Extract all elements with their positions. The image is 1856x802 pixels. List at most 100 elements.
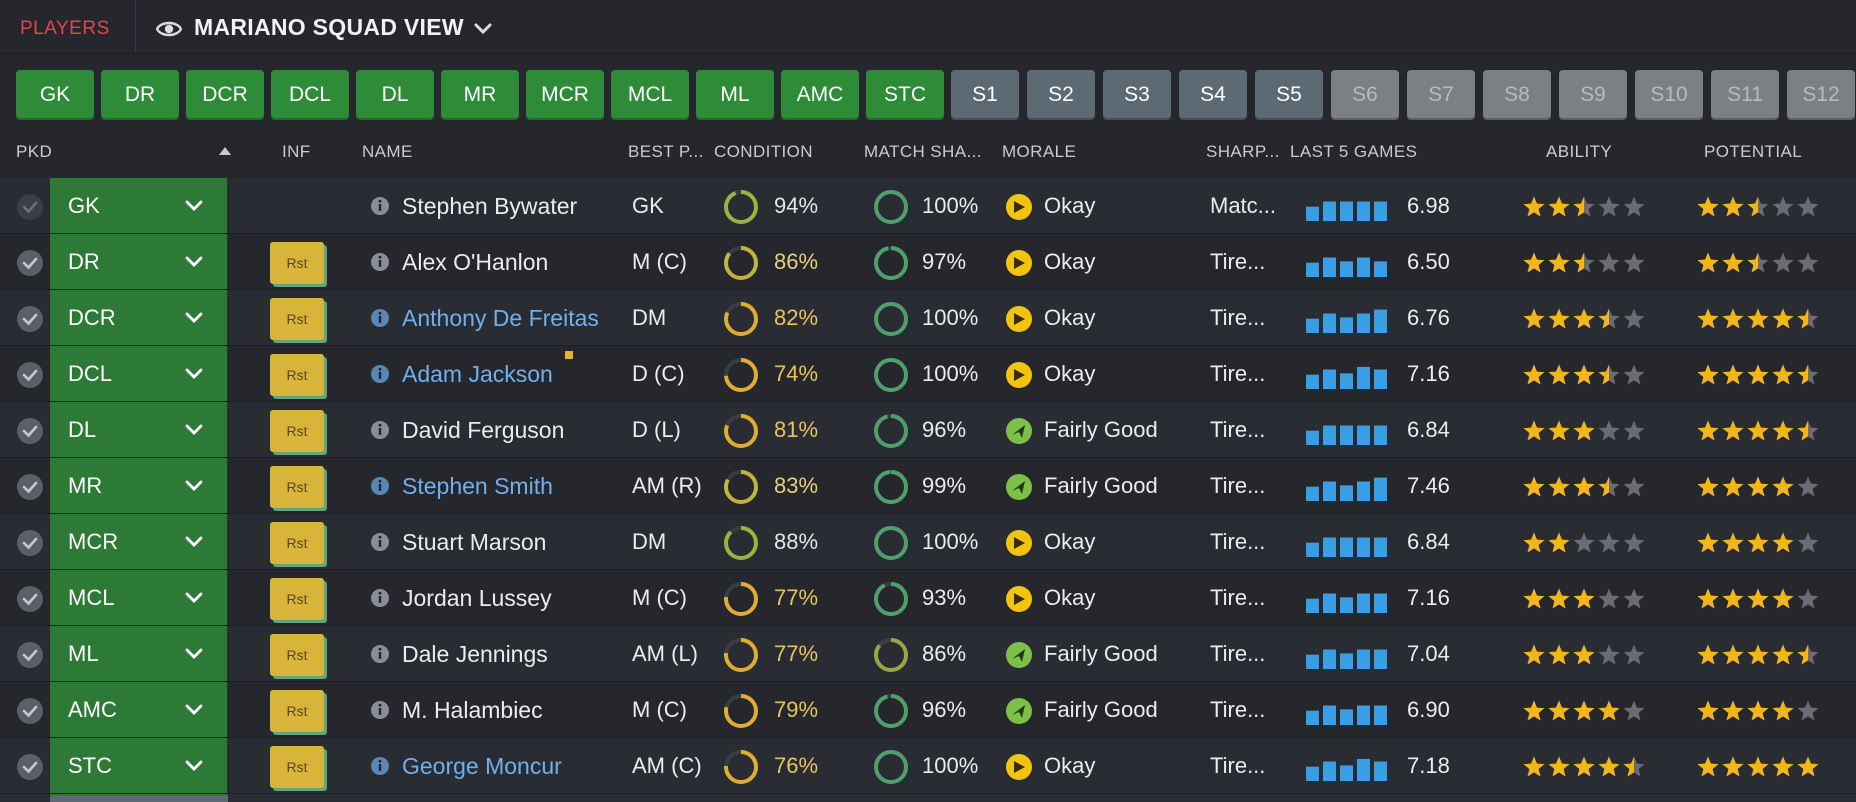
info-icon[interactable] xyxy=(370,196,390,216)
position-button-mcr[interactable]: MCR xyxy=(526,70,604,120)
position-button-s4[interactable]: S4 xyxy=(1179,70,1247,120)
picked-check-icon[interactable] xyxy=(16,529,44,557)
table-row[interactable]: DL Rst David Ferguson D (L) 81% 96% Fairly Goo… xyxy=(0,402,1856,458)
chevron-down-icon[interactable] xyxy=(182,252,206,272)
chevron-down-icon[interactable] xyxy=(182,700,206,720)
position-button-dl[interactable]: DL xyxy=(356,70,434,120)
col-ability[interactable]: ABILITY xyxy=(1546,142,1613,161)
section-label[interactable]: PLAYERS xyxy=(20,18,110,39)
position-button-stc[interactable]: STC xyxy=(866,70,944,120)
chevron-down-icon[interactable] xyxy=(182,476,206,496)
position-dropdown[interactable]: MCR xyxy=(50,514,228,569)
position-button-s10[interactable]: S10 xyxy=(1635,70,1703,120)
position-dropdown[interactable]: ML xyxy=(50,626,228,681)
info-icon[interactable] xyxy=(370,364,390,384)
player-name[interactable]: Stephen Bywater xyxy=(402,193,578,219)
position-button-s1[interactable]: S1 xyxy=(951,70,1019,120)
table-row[interactable]: ML Rst Dale Jennings AM (L) 77% 86% Fairly Goo… xyxy=(0,626,1856,682)
picked-check-icon[interactable] xyxy=(16,361,44,389)
table-row[interactable]: MR Rst Stephen Smith AM (R) 83% 99% Fairly Goo… xyxy=(0,458,1856,514)
player-name[interactable]: David Ferguson xyxy=(402,417,565,443)
chevron-down-icon[interactable] xyxy=(182,756,206,776)
player-name[interactable]: George Moncur xyxy=(402,753,562,779)
col-inf[interactable]: INF xyxy=(282,142,311,161)
eye-icon[interactable] xyxy=(156,18,182,40)
chevron-down-icon[interactable] xyxy=(182,644,206,664)
col-name[interactable]: NAME xyxy=(362,142,413,161)
rest-badge[interactable]: Rst xyxy=(270,298,324,340)
rest-badge[interactable]: Rst xyxy=(270,634,324,676)
position-button-s12[interactable]: S12 xyxy=(1787,70,1855,120)
info-icon[interactable] xyxy=(370,420,390,440)
position-dropdown[interactable]: DR xyxy=(50,234,228,289)
player-name[interactable]: Adam Jackson xyxy=(402,361,553,387)
info-icon[interactable] xyxy=(370,588,390,608)
col-morale[interactable]: MORALE xyxy=(1002,142,1077,161)
position-button-s3[interactable]: S3 xyxy=(1103,70,1171,120)
chevron-down-icon[interactable] xyxy=(182,196,206,216)
picked-check-icon[interactable] xyxy=(16,753,44,781)
player-name[interactable]: Anthony De Freitas xyxy=(402,305,599,331)
rest-badge[interactable]: Rst xyxy=(270,410,324,452)
picked-check-icon[interactable] xyxy=(16,417,44,445)
rest-badge[interactable]: Rst xyxy=(270,354,324,396)
rest-badge[interactable]: Rst xyxy=(270,242,324,284)
player-name[interactable]: Dale Jennings xyxy=(402,641,548,667)
picked-check-icon[interactable] xyxy=(16,473,44,501)
rest-badge[interactable]: Rst xyxy=(270,466,324,508)
table-row[interactable]: MCL Rst Jordan Lussey M (C) 77% 93% Okay Tire..… xyxy=(0,570,1856,626)
player-name[interactable]: Jordan Lussey xyxy=(402,585,552,611)
info-icon[interactable] xyxy=(370,644,390,664)
position-dropdown[interactable]: DCL xyxy=(50,346,228,401)
chevron-down-icon[interactable] xyxy=(182,308,206,328)
col-sharpness[interactable]: SHARP... xyxy=(1206,142,1280,161)
info-icon[interactable] xyxy=(370,700,390,720)
info-icon[interactable] xyxy=(370,756,390,776)
position-button-s8[interactable]: S8 xyxy=(1483,70,1551,120)
table-row[interactable]: DR Rst Alex O'Hanlon M (C) 86% 97% Okay Tire...… xyxy=(0,234,1856,290)
rest-badge[interactable]: Rst xyxy=(270,522,324,564)
table-row[interactable]: GK Stephen Bywater GK 94% 100% Okay Matc... 6.9… xyxy=(0,178,1856,234)
view-title[interactable]: MARIANO SQUAD VIEW xyxy=(194,14,464,40)
position-button-mr[interactable]: MR xyxy=(441,70,519,120)
position-button-gk[interactable]: GK xyxy=(16,70,94,120)
position-dropdown[interactable]: MR xyxy=(50,458,228,513)
col-condition[interactable]: CONDITION xyxy=(714,142,813,161)
chevron-down-icon[interactable] xyxy=(182,588,206,608)
position-dropdown[interactable]: DCR xyxy=(50,290,228,345)
rest-badge[interactable]: Rst xyxy=(270,746,324,788)
info-icon[interactable] xyxy=(370,252,390,272)
position-dropdown[interactable]: DL xyxy=(50,402,228,457)
col-last-5-games[interactable]: LAST 5 GAMES xyxy=(1290,142,1418,161)
table-row[interactable]: MCR Rst Stuart Marson DM 88% 100% Okay Tire... 6… xyxy=(0,514,1856,570)
position-button-s7[interactable]: S7 xyxy=(1407,70,1475,120)
chevron-down-icon[interactable] xyxy=(182,532,206,552)
info-icon[interactable] xyxy=(370,308,390,328)
info-icon[interactable] xyxy=(370,476,390,496)
position-button-s6[interactable]: S6 xyxy=(1331,70,1399,120)
table-row[interactable]: STC Rst George Moncur AM (C) 76% 100% Okay Tire… xyxy=(0,738,1856,794)
table-row[interactable]: AMC Rst M. Halambiec M (C) 79% 96% Fairly Good… xyxy=(0,682,1856,738)
chevron-down-icon[interactable] xyxy=(182,364,206,384)
table-row[interactable]: DCR Rst Anthony De Freitas DM 82% 100% Okay Tir… xyxy=(0,290,1856,346)
picked-check-icon[interactable] xyxy=(16,585,44,613)
position-button-ml[interactable]: ML xyxy=(696,70,774,120)
position-button-mcl[interactable]: MCL xyxy=(611,70,689,120)
player-name[interactable]: Alex O'Hanlon xyxy=(402,249,549,275)
position-dropdown[interactable]: AMC xyxy=(50,682,228,737)
picked-check-icon[interactable] xyxy=(16,305,44,333)
chevron-down-icon[interactable] xyxy=(182,420,206,440)
rest-badge[interactable]: Rst xyxy=(270,690,324,732)
player-name[interactable]: Stuart Marson xyxy=(402,529,547,555)
position-button-s11[interactable]: S11 xyxy=(1711,70,1779,120)
player-name[interactable]: M. Halambiec xyxy=(402,697,543,723)
position-button-dcl[interactable]: DCL xyxy=(271,70,349,120)
position-dropdown[interactable]: MCL xyxy=(50,570,228,625)
position-button-dr[interactable]: DR xyxy=(101,70,179,120)
position-button-amc[interactable]: AMC xyxy=(781,70,859,120)
player-name[interactable]: Stephen Smith xyxy=(402,473,553,499)
col-pkd[interactable]: PKD xyxy=(16,142,53,161)
picked-check-icon[interactable] xyxy=(16,641,44,669)
chevron-down-icon[interactable] xyxy=(472,18,494,40)
picked-check-icon[interactable] xyxy=(16,697,44,725)
